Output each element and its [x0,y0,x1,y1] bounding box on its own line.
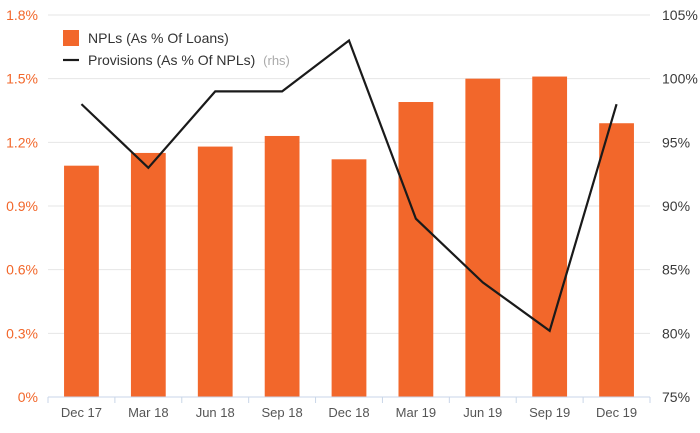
bars-group[interactable]: Dec 17: 1.09% Mar 18: 1.15% Jun 18: 1.18% S… [64,77,634,397]
provisions-point-Dec-17[interactable]: Dec 17: 98% [75,98,87,110]
category-label-Dec-18: Dec 18 [328,405,369,420]
provisions-point-Jun-19[interactable]: Jun 19: 84% [477,276,489,288]
category-label-Sep-19: Sep 19 [529,405,570,420]
chart-container: Dec 17: 1.09% Mar 18: 1.15% Jun 18: 1.18% S… [0,0,700,433]
category-label-Mar-19: Mar 19 [396,405,436,420]
left-axis-tick-0.6%: 0.6% [6,262,38,278]
bar-npls-Sep-18[interactable]: Sep 18: 1.23% [265,136,300,397]
legend-swatch-npls [63,30,79,46]
category-label-Mar-18: Mar 18 [128,405,168,420]
bar-npls-Sep-19[interactable]: Sep 19: 1.51% [532,77,567,397]
legend: NPLs (As % Of Loans) Provisions (As % Of… [63,30,290,68]
left-axis-labels: 0% 0.3% 0.6% 0.9% 1.2% 1.5% 1.8% [6,7,38,405]
right-axis-tick-75%: 75% [662,389,690,405]
provisions-point-Jun-18[interactable]: Jun 18: 99% [209,85,221,97]
left-axis-tick-0%: 0% [18,389,38,405]
bar-npls-Dec-18[interactable]: Dec 18: 1.12% [332,159,367,397]
bar-npls-Jun-18[interactable]: Jun 18: 1.18% [198,147,233,397]
left-axis-tick-1.8%: 1.8% [6,7,38,23]
category-label-Jun-18: Jun 18 [196,405,235,420]
bar-npls-Dec-17[interactable]: Dec 17: 1.09% [64,166,99,397]
category-label-Jun-19: Jun 19 [463,405,502,420]
legend-label-provisions: Provisions (As % Of NPLs) (rhs) [88,52,290,68]
provisions-point-Mar-18[interactable]: Mar 18: 93% [142,162,154,174]
provisions-point-Sep-18[interactable]: Sep 18: 99% [276,85,288,97]
bar-npls-Jun-19[interactable]: Jun 19: 1.5% [465,79,500,397]
left-axis-tick-0.3%: 0.3% [6,325,38,341]
provisions-point-Dec-18[interactable]: Dec 18: 103% [343,34,355,46]
left-axis-tick-1.2%: 1.2% [6,134,38,150]
category-label-Sep-18: Sep 18 [262,405,303,420]
bar-npls-Mar-19[interactable]: Mar 19: 1.39% [398,102,433,397]
left-axis-tick-0.9%: 0.9% [6,198,38,214]
legend-label-npls: NPLs (As % Of Loans) [88,30,229,46]
right-axis-tick-90%: 90% [662,198,690,214]
right-axis-tick-105%: 105% [662,7,698,23]
provisions-point-Dec-19[interactable]: Dec 19: 98% [611,98,623,110]
right-axis-tick-95%: 95% [662,134,690,150]
bar-npls-Mar-18[interactable]: Mar 18: 1.15% [131,153,166,397]
category-label-Dec-17: Dec 17 [61,405,102,420]
category-label-Dec-19: Dec 19 [596,405,637,420]
provisions-point-Sep-19[interactable]: Sep 19: 80.2% [544,325,556,337]
right-axis-labels: 75% 80% 85% 90% 95% 100% 105% [662,7,698,405]
left-axis-tick-1.5%: 1.5% [6,71,38,87]
axis-lines [48,397,650,403]
provisions-point-Mar-19[interactable]: Mar 19: 89% [410,213,422,225]
right-axis-tick-80%: 80% [662,325,690,341]
right-axis-tick-85%: 85% [662,262,690,278]
right-axis-tick-100%: 100% [662,71,698,87]
chart-svg: Dec 17: 1.09% Mar 18: 1.15% Jun 18: 1.18% S… [0,0,700,433]
category-axis-labels: Dec 17 Mar 18 Jun 18 Sep 18 Dec 18 Mar 19 Jun … [61,405,637,420]
bar-npls-Dec-19[interactable]: Dec 19: 1.29% [599,123,634,397]
